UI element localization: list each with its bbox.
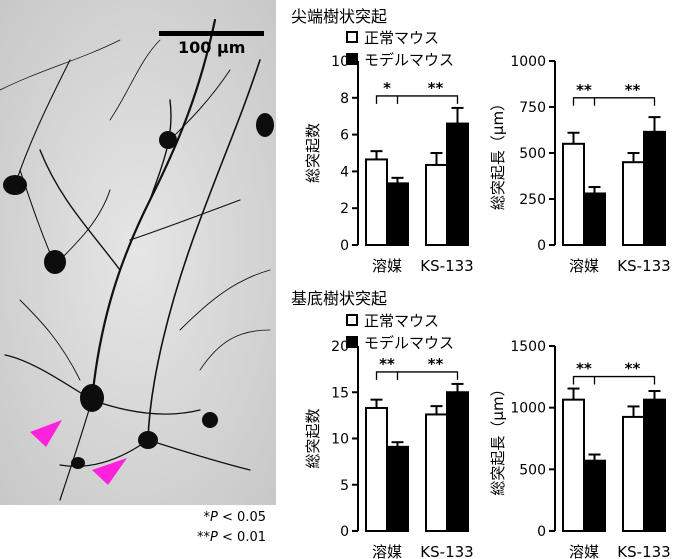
y-tick-label: 500 xyxy=(519,146,546,162)
y-axis-title: 総突起長（μm） xyxy=(489,96,507,210)
bar xyxy=(622,161,645,246)
y-tick-label: 0 xyxy=(340,524,349,540)
significance-bracket xyxy=(594,97,656,106)
significance-bracket xyxy=(397,95,459,104)
y-tick-label: 10 xyxy=(331,432,349,448)
bar xyxy=(583,192,606,246)
significance-note-double: **P < 0.01 xyxy=(197,530,266,545)
y-tick-label: 5 xyxy=(340,478,349,494)
bar xyxy=(446,122,469,246)
legend-item-model: モデルマウス xyxy=(346,48,454,70)
significance-bracket xyxy=(572,97,596,106)
arrowhead-1 xyxy=(30,420,62,447)
category-label: KS-133 xyxy=(420,543,473,559)
scale-label: 100 μm xyxy=(178,38,246,57)
significance-label: ** xyxy=(428,355,444,373)
bar xyxy=(583,459,606,532)
y-tick-label: 1500 xyxy=(510,339,546,355)
y-tick-label: 0 xyxy=(537,524,546,540)
bar xyxy=(622,415,645,532)
y-axis-title: 総突起長（μm） xyxy=(489,381,507,495)
category-label: 溶媒 xyxy=(372,543,402,559)
neuron-drawing xyxy=(0,0,276,505)
y-tick-label: 6 xyxy=(340,128,349,144)
y-tick-label: 1000 xyxy=(510,54,546,70)
bar xyxy=(643,130,666,246)
section-title-apical: 尖端樹状突起 xyxy=(291,7,388,26)
significance-bracket xyxy=(375,95,399,104)
neuron-micrograph: 100 μm xyxy=(0,0,276,505)
significance-label: ** xyxy=(576,81,592,99)
bar xyxy=(386,182,409,246)
bar xyxy=(643,398,666,533)
significance-bracket xyxy=(397,371,459,380)
significance-bracket xyxy=(375,371,399,380)
significance-label: ** xyxy=(625,360,641,378)
y-tick-label: 4 xyxy=(340,164,349,180)
bar xyxy=(386,445,409,532)
legend-swatch-open xyxy=(346,31,358,43)
legend-apical: 正常マウス モデルマウス xyxy=(346,26,454,70)
y-tick-label: 500 xyxy=(519,462,546,478)
category-label: 溶媒 xyxy=(569,257,599,275)
bar xyxy=(562,398,585,533)
category-label: KS-133 xyxy=(617,543,670,559)
legend-basal: 正常マウス モデルマウス xyxy=(346,309,454,353)
y-axis-title: 総突起数 xyxy=(304,408,322,468)
arrowhead-2 xyxy=(92,458,127,485)
legend-item-normal: 正常マウス xyxy=(346,309,454,331)
category-label: KS-133 xyxy=(420,257,473,275)
chart-apical-length: 0 250 500 750 1000 総突起長（μm） 溶媒 KS-133 ** ** xyxy=(489,54,671,275)
bar xyxy=(425,163,448,246)
y-axis-title: 総突起数 xyxy=(304,123,322,183)
bar xyxy=(425,413,448,532)
bar xyxy=(365,406,388,532)
section-title-basal: 基底樹状突起 xyxy=(291,289,388,308)
significance-label: * xyxy=(383,79,391,97)
significance-label: ** xyxy=(625,81,641,99)
y-tick-label: 250 xyxy=(519,192,546,208)
bar xyxy=(562,142,585,246)
y-tick-label: 1000 xyxy=(510,401,546,417)
significance-bracket xyxy=(572,375,596,385)
legend-item-model: モデルマウス xyxy=(346,331,454,353)
legend-item-normal: 正常マウス xyxy=(346,26,454,48)
bar xyxy=(446,391,469,532)
y-tick-label: 8 xyxy=(340,91,349,107)
bar xyxy=(365,158,388,246)
category-label: KS-133 xyxy=(617,257,670,275)
y-tick-label: 0 xyxy=(537,238,546,254)
significance-note-single: *P < 0.05 xyxy=(203,510,266,525)
scale-bar xyxy=(159,31,264,36)
legend-swatch-open xyxy=(346,314,358,326)
significance-label: ** xyxy=(379,355,395,373)
category-label: 溶媒 xyxy=(372,257,402,275)
y-tick-label: 0 xyxy=(340,238,349,254)
y-tick-label: 750 xyxy=(519,100,546,116)
significance-label: ** xyxy=(428,79,444,97)
y-tick-label: 15 xyxy=(331,385,349,401)
y-tick-label: 20 xyxy=(331,339,349,355)
significance-label: ** xyxy=(576,360,592,378)
y-tick-label: 10 xyxy=(331,54,349,70)
significance-bracket xyxy=(594,375,656,385)
category-label: 溶媒 xyxy=(569,543,599,559)
y-tick-label: 2 xyxy=(340,201,349,217)
chart-basal-length: 0 500 1000 1500 総突起長（μm） 溶媒 KS-133 ** ** xyxy=(489,339,671,559)
